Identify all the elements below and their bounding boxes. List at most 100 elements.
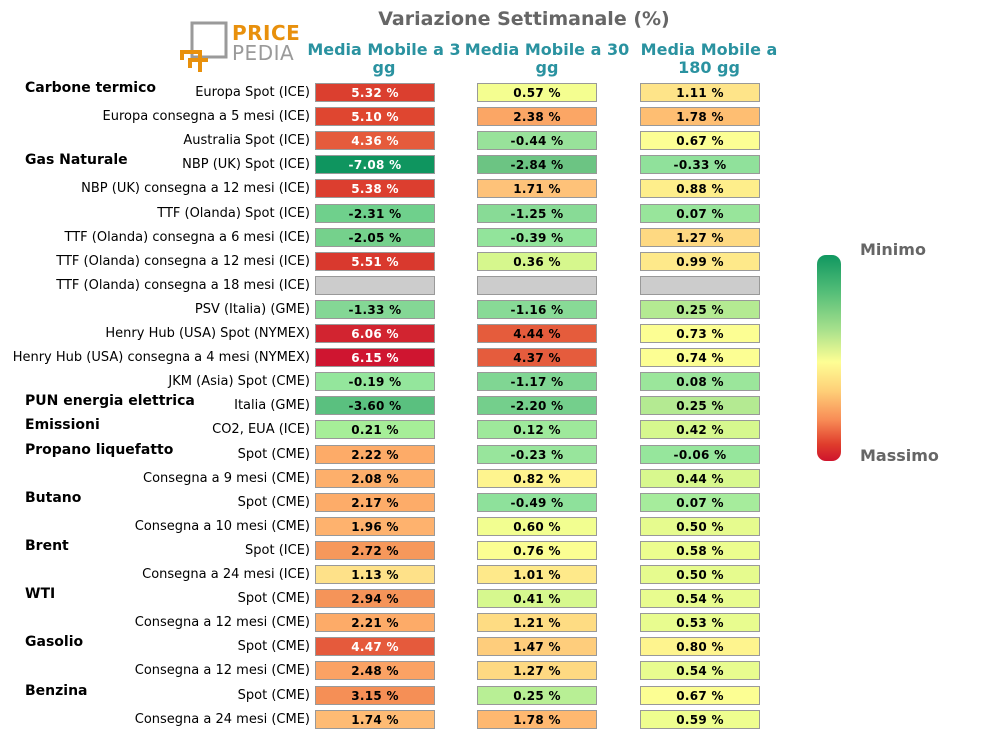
value-cell: -2.31 %	[315, 203, 435, 223]
value-cell: -7.08 %	[315, 155, 435, 175]
value-cell: -1.17 %	[477, 372, 597, 392]
value-cell: -0.19 %	[315, 372, 435, 392]
value-cell	[315, 275, 435, 295]
value-cell: 4.47 %	[315, 637, 435, 657]
row-label: Europa Spot (ICE)	[195, 85, 310, 100]
value-cell: 0.60 %	[477, 516, 597, 536]
value-cell: -1.16 %	[477, 299, 597, 319]
value-cell: 1.27 %	[640, 227, 760, 247]
row-label: Consegna a 24 mesi (ICE)	[142, 567, 310, 582]
value-cell: 1.27 %	[477, 661, 597, 681]
value-cell: -0.49 %	[477, 492, 597, 512]
column-header-180gg: Media Mobile a 180 gg	[640, 40, 778, 77]
group-label: PUN energia elettrica	[25, 393, 195, 410]
value-cell: 0.42 %	[640, 420, 760, 440]
value-cell: 1.11 %	[640, 83, 760, 102]
row-label: TTF (Olanda) consegna a 18 mesi (ICE)	[56, 277, 310, 293]
group-label: Gas Naturale	[25, 152, 128, 169]
value-cell: 5.10 %	[315, 107, 435, 127]
row-label: Australia Spot (ICE)	[183, 133, 310, 149]
value-cell: 2.72 %	[315, 540, 435, 560]
value-cell: 0.53 %	[640, 613, 760, 633]
value-cell: 0.57 %	[477, 83, 597, 102]
row-label: Consegna a 10 mesi (CME)	[134, 518, 310, 534]
value-cell: -2.05 %	[315, 227, 435, 247]
value-cell: 4.37 %	[477, 348, 597, 368]
value-cell: 0.88 %	[640, 179, 760, 199]
value-cell: 0.73 %	[640, 324, 760, 343]
value-cell: 3.15 %	[315, 685, 435, 705]
value-cell: 2.17 %	[315, 492, 435, 512]
value-cell: 1.78 %	[477, 709, 597, 729]
value-cell	[640, 275, 760, 295]
value-cell: 0.21 %	[315, 420, 435, 440]
legend-color-scale	[817, 255, 841, 461]
value-cell: 0.36 %	[477, 251, 597, 271]
value-cell: 0.08 %	[640, 372, 760, 392]
row-label: Henry Hub (USA) Spot (NYMEX)	[105, 326, 310, 341]
value-cell: 0.74 %	[640, 348, 760, 368]
value-cell: 1.01 %	[477, 565, 597, 584]
row-label: Spot (CME)	[237, 687, 310, 703]
value-cell: 0.25 %	[477, 685, 597, 705]
row-label: TTF (Olanda) consegna a 6 mesi (ICE)	[64, 229, 310, 245]
group-label: Emissioni	[25, 417, 100, 434]
value-cell: -2.20 %	[477, 396, 597, 416]
row-label: Spot (CME)	[237, 591, 310, 607]
row-label: PSV (Italia) (GME)	[194, 301, 310, 317]
row-label: JKM (Asia) Spot (CME)	[168, 374, 310, 390]
value-cell: 2.48 %	[315, 661, 435, 681]
legend-min-label: Minimo	[860, 240, 926, 259]
logo-text-price: PRICE	[232, 21, 301, 45]
row-label: NBP (UK) Spot (ICE)	[182, 157, 310, 173]
row-label: Consegna a 12 mesi (CME)	[134, 615, 310, 631]
value-cell: -0.33 %	[640, 155, 760, 175]
value-cell: -1.25 %	[477, 203, 597, 223]
row-label: Spot (CME)	[237, 639, 310, 655]
value-cell: 0.50 %	[640, 516, 760, 536]
value-cell: 6.06 %	[315, 324, 435, 343]
row-label: CO2, EUA (ICE)	[212, 422, 310, 438]
value-cell: 4.36 %	[315, 131, 435, 151]
value-cell: 2.94 %	[315, 589, 435, 609]
value-cell: 0.07 %	[640, 492, 760, 512]
row-label: Spot (CME)	[237, 446, 310, 462]
logo-text-pedia: PEDIA	[232, 41, 295, 65]
value-cell: 5.32 %	[315, 83, 435, 102]
row-label: Spot (CME)	[237, 494, 310, 510]
group-label: Propano liquefatto	[25, 441, 174, 458]
row-label: Henry Hub (USA) consegna a 4 mesi (NYMEX…	[12, 350, 310, 366]
group-label: Gasolio	[25, 634, 84, 651]
value-cell: 0.99 %	[640, 251, 760, 271]
column-header-30gg: Media Mobile a 30 gg	[464, 40, 630, 77]
value-cell: 0.54 %	[640, 589, 760, 609]
value-cell: -0.39 %	[477, 227, 597, 247]
group-label: Carbone termico	[25, 80, 156, 96]
value-cell: 0.54 %	[640, 661, 760, 681]
value-cell: -0.23 %	[477, 444, 597, 464]
column-header-3gg: Media Mobile a 3 gg	[307, 40, 461, 77]
value-cell: 2.21 %	[315, 613, 435, 633]
row-label: Europa consegna a 5 mesi (ICE)	[102, 109, 310, 125]
value-cell: 0.82 %	[477, 468, 597, 488]
logo-mark-icon	[180, 21, 228, 72]
value-cell: 0.12 %	[477, 420, 597, 440]
value-cell: 0.25 %	[640, 396, 760, 416]
value-cell: 5.38 %	[315, 179, 435, 199]
row-label: TTF (Olanda) consegna a 12 mesi (ICE)	[56, 253, 310, 269]
value-cell: 1.71 %	[477, 179, 597, 199]
value-cell: 1.96 %	[315, 516, 435, 536]
value-cell: 0.76 %	[477, 540, 597, 560]
group-label: Brent	[25, 537, 69, 554]
value-cell: 0.67 %	[640, 131, 760, 151]
value-cell: 0.80 %	[640, 637, 760, 657]
value-cell: 0.25 %	[640, 299, 760, 319]
value-cell: 1.74 %	[315, 709, 435, 729]
value-cell: 1.47 %	[477, 637, 597, 657]
row-label: Consegna a 24 mesi (CME)	[134, 711, 310, 727]
value-cell: -1.33 %	[315, 299, 435, 319]
value-cell: 1.21 %	[477, 613, 597, 633]
value-cell: 0.44 %	[640, 468, 760, 488]
row-label: NBP (UK) consegna a 12 mesi (ICE)	[81, 181, 310, 197]
value-cell: 0.41 %	[477, 589, 597, 609]
